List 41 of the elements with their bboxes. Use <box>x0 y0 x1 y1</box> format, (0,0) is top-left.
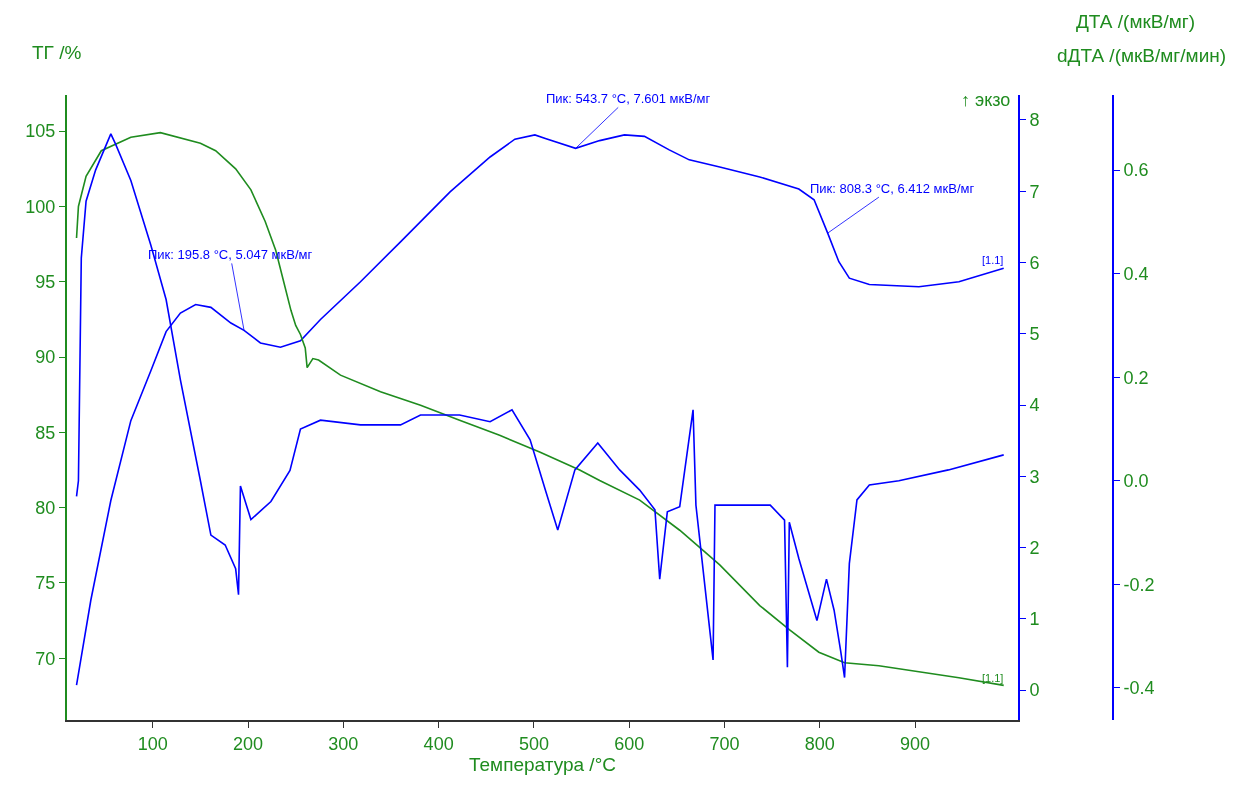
y3-tick-label: 0.6 <box>1123 160 1149 181</box>
y-tick-label: 2 <box>1029 537 1040 558</box>
y3-tick-label: 0.4 <box>1123 263 1149 284</box>
y2-tick-label: 85 <box>35 422 56 443</box>
y-tick-label: 3 <box>1029 466 1040 487</box>
x-tick-label: 500 <box>518 733 549 754</box>
x-tick-label: 400 <box>423 733 454 754</box>
y2-tick-label: 80 <box>35 497 56 518</box>
x-tick-label: 200 <box>233 733 264 754</box>
y-tick-label: 8 <box>1029 110 1040 131</box>
annotation: Пик: 543.7 °C, 7.601 мкВ/мг <box>546 91 711 106</box>
y3-axis-title: dДТА /(мкВ/мг/мин) <box>1057 45 1227 66</box>
y-axis-title: ДТА /(мкВ/мг) <box>1076 11 1196 32</box>
x-tick-label: 100 <box>137 733 168 754</box>
y2-tick-label: 75 <box>35 573 56 594</box>
y-tick-label: 1 <box>1029 609 1040 630</box>
annotation: ↑ экзо <box>961 90 1011 110</box>
x-tick-label: 900 <box>900 733 931 754</box>
y2-tick-label: 100 <box>25 196 56 217</box>
y2-axis-title: ТГ /% <box>32 42 82 63</box>
annotation: Пик: 808.3 °C, 6.412 мкВ/мг <box>810 181 975 196</box>
y-tick-label: 4 <box>1029 395 1040 416</box>
x-tick-label: 300 <box>328 733 359 754</box>
annotation: [1.1] <box>982 672 1004 684</box>
annotation: [1.1] <box>982 254 1004 266</box>
y3-tick-label: -0.2 <box>1123 574 1155 595</box>
y3-tick-label: 0.2 <box>1123 367 1149 388</box>
x-axis-title: Температура /°C <box>469 753 616 775</box>
y2-tick-label: 105 <box>25 121 56 142</box>
y2-tick-label: 90 <box>35 347 56 368</box>
x-tick-label: 700 <box>709 733 740 754</box>
y-tick-label: 0 <box>1029 680 1040 701</box>
y2-tick-label: 95 <box>35 272 56 293</box>
y-tick-label: 7 <box>1029 181 1040 202</box>
y3-tick-label: -0.4 <box>1123 678 1155 699</box>
y-tick-label: 5 <box>1029 324 1040 345</box>
y3-tick-label: 0.0 <box>1123 471 1149 492</box>
x-tick-label: 600 <box>614 733 645 754</box>
y2-tick-label: 70 <box>35 648 56 669</box>
x-tick-label: 800 <box>804 733 835 754</box>
y-tick-label: 6 <box>1029 252 1040 273</box>
